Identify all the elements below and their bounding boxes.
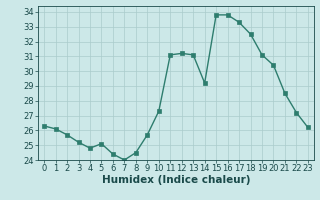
X-axis label: Humidex (Indice chaleur): Humidex (Indice chaleur) [102, 175, 250, 185]
